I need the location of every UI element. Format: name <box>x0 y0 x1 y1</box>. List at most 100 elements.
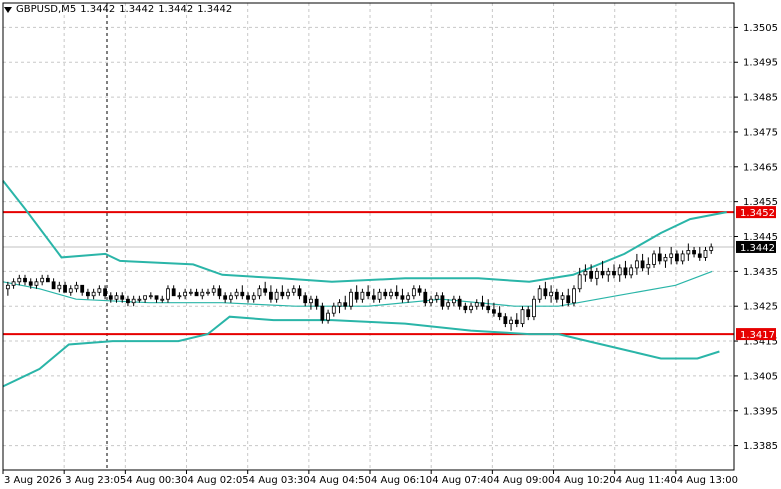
candle-body <box>594 270 599 279</box>
x-tick-label: 4 Aug 00:30 <box>126 475 187 486</box>
candle-body <box>680 253 685 262</box>
candle-body <box>177 295 182 298</box>
y-tick-label: 1.3405 <box>743 371 778 382</box>
candle-body <box>366 291 371 297</box>
symbol-header: GBPUSD,M5 1.3442 1.3442 1.3442 1.3442 <box>4 4 236 15</box>
candle-body <box>549 291 553 297</box>
candle-body <box>354 291 359 300</box>
candle-body <box>480 302 485 307</box>
candle-body <box>417 288 422 293</box>
candle-body <box>492 309 496 314</box>
candle-body <box>303 295 308 304</box>
dropdown-triangle-icon[interactable] <box>4 6 12 13</box>
candle-body <box>223 295 228 300</box>
bollinger-bands <box>2 180 727 388</box>
candle-body <box>206 291 210 294</box>
candle-body <box>166 288 170 300</box>
candle-body <box>554 291 559 300</box>
candle-body <box>194 291 199 297</box>
candle-body <box>343 302 348 307</box>
candle-body <box>11 281 16 286</box>
candle-body <box>234 291 239 297</box>
candle-body <box>251 295 256 300</box>
candle-body <box>440 295 445 307</box>
candle-body <box>469 305 473 311</box>
candle-body <box>45 277 50 283</box>
candle-body <box>331 305 336 314</box>
candle-body <box>23 277 27 283</box>
candle-body <box>675 253 679 262</box>
candle-body <box>5 284 10 290</box>
candle-body <box>40 277 45 283</box>
candle-body <box>389 291 393 297</box>
candle-body <box>572 288 576 304</box>
y-tick-label: 1.3385 <box>743 441 778 452</box>
candle-body <box>634 260 639 269</box>
current-price-tag <box>736 240 776 253</box>
candle-body <box>629 267 634 276</box>
candle-body <box>692 250 696 255</box>
candle-body <box>97 288 102 293</box>
x-tick-label: 4 Aug 03:30 <box>249 475 310 486</box>
candle-body <box>669 253 674 258</box>
candle-body <box>657 253 662 262</box>
candle-body <box>314 298 319 307</box>
candle-body <box>108 295 113 300</box>
candle-body <box>686 250 691 255</box>
open-value: 1.3442 <box>80 4 116 15</box>
candle-body <box>520 309 525 325</box>
level-price-label: 1.3452 <box>740 208 775 219</box>
candle-body <box>137 298 142 301</box>
y-tick-label: 1.3455 <box>743 197 778 208</box>
y-tick-label: 1.3485 <box>743 93 778 104</box>
candle-body <box>211 288 216 293</box>
candle-body <box>514 319 519 325</box>
candle-body <box>297 288 302 297</box>
plot-frame <box>2 2 735 471</box>
candle-body <box>280 291 285 297</box>
low-value: 1.3442 <box>158 4 194 15</box>
candle-body <box>183 291 188 297</box>
candle-body <box>91 291 96 297</box>
candle-body <box>143 295 147 300</box>
candle-body <box>377 291 382 300</box>
y-tick-label: 1.3495 <box>743 58 778 69</box>
x-tick-label: 4 Aug 07:40 <box>432 475 493 486</box>
candle-body <box>451 298 456 304</box>
candle-body <box>103 288 107 297</box>
candle-body <box>17 277 22 283</box>
candle-body <box>600 270 605 276</box>
candle-body <box>171 288 176 297</box>
candle-body <box>274 291 279 300</box>
candle-body <box>257 288 262 297</box>
candle-body <box>286 291 290 297</box>
candle-body <box>446 302 451 307</box>
y-tick-label: 1.3435 <box>743 267 778 278</box>
high-value: 1.3442 <box>119 4 155 15</box>
candle-body <box>383 291 388 297</box>
y-tick-label: 1.3445 <box>743 232 778 243</box>
candle-body <box>160 298 165 301</box>
candle-body <box>537 288 542 300</box>
middle-band-line <box>2 270 713 307</box>
y-tick-label: 1.3465 <box>743 162 778 173</box>
symbol-label: GBPUSD,M5 <box>16 4 77 15</box>
candle-body <box>360 291 365 300</box>
candle-body <box>80 284 85 293</box>
candle-body <box>74 284 79 290</box>
x-tick-label: 4 Aug 02:05 <box>188 475 249 486</box>
x-tick-label: 4 Aug 11:40 <box>616 475 677 486</box>
candle-body <box>423 291 428 304</box>
level-price-label: 1.3417 <box>740 330 775 341</box>
horizontal-levels[interactable] <box>3 211 734 336</box>
x-tick-label: 3 Aug 2026 <box>4 475 62 486</box>
candle-body <box>566 295 571 304</box>
candle-body <box>263 288 268 293</box>
y-tick-label: 1.3415 <box>743 337 778 348</box>
candle-body <box>400 295 405 300</box>
candle-body <box>228 295 233 300</box>
candles <box>5 243 714 331</box>
